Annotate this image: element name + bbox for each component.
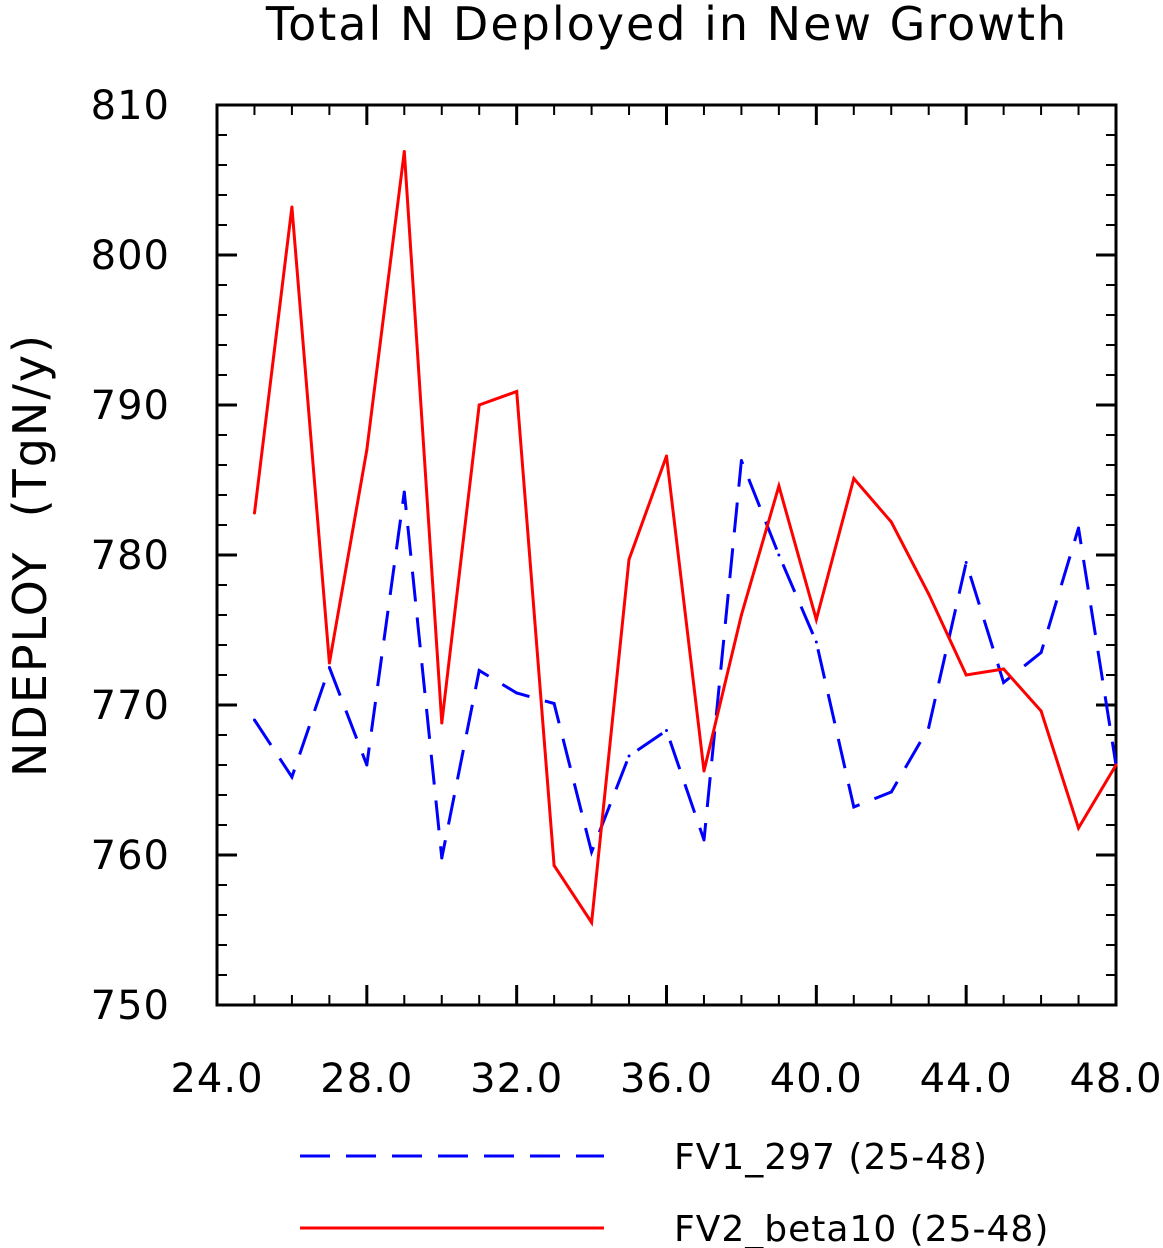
data-point xyxy=(290,205,294,209)
data-point xyxy=(290,775,294,779)
data-point xyxy=(1039,709,1043,713)
y-tick-label: 750 xyxy=(91,983,170,1029)
y-tick-label: 770 xyxy=(91,683,170,729)
y-tick-label: 760 xyxy=(91,833,170,879)
y-axis-label: NDEPLOY (TgN/y) xyxy=(3,333,57,777)
legend-label-2: FV2_beta10 (25-48) xyxy=(674,1209,1049,1248)
data-point xyxy=(889,790,893,794)
data-point xyxy=(814,618,818,621)
data-point xyxy=(252,511,256,515)
data-point xyxy=(477,403,481,407)
x-tick-label: 48.0 xyxy=(1069,1056,1162,1102)
data-point xyxy=(327,666,331,669)
x-tick-label: 32.0 xyxy=(470,1056,563,1102)
chart-title: Total N Deployed in New Growth xyxy=(265,0,1068,51)
x-tick-label: 28.0 xyxy=(320,1056,413,1102)
data-point xyxy=(665,729,668,732)
data-point xyxy=(702,838,706,842)
data-point xyxy=(515,691,519,695)
x-tick-label: 24.0 xyxy=(170,1056,263,1102)
data-point xyxy=(1002,681,1006,684)
data-point xyxy=(927,592,931,596)
data-point xyxy=(327,661,331,665)
plot-frame xyxy=(215,103,1118,1007)
data-point xyxy=(777,484,781,488)
series-line-2 xyxy=(253,151,1118,927)
data-point xyxy=(552,864,556,867)
data-point xyxy=(440,856,444,860)
data-point xyxy=(927,726,931,729)
data-point xyxy=(1077,526,1081,530)
legend-label-1: FV1_297 (25-48) xyxy=(674,1137,988,1178)
data-point xyxy=(665,454,668,458)
data-point xyxy=(964,673,968,677)
data-point xyxy=(402,150,406,153)
data-point xyxy=(964,561,968,564)
data-point xyxy=(1077,826,1081,830)
data-point xyxy=(365,763,369,767)
data-point xyxy=(365,448,369,452)
data-point xyxy=(627,754,631,758)
x-tick-label: 44.0 xyxy=(920,1056,1013,1102)
data-point xyxy=(852,805,856,809)
data-point xyxy=(739,459,743,462)
legend: FV1_297 (25-48) FV2_beta10 (25-48) xyxy=(300,1137,1049,1248)
data-point xyxy=(889,520,893,524)
data-point xyxy=(477,669,481,672)
x-tick-label: 36.0 xyxy=(620,1056,713,1102)
data-point xyxy=(515,390,519,393)
y-tick-label: 780 xyxy=(91,533,170,579)
data-point xyxy=(627,558,631,561)
data-point xyxy=(777,553,781,557)
data-point xyxy=(852,477,856,480)
data-point xyxy=(590,921,594,924)
data-point xyxy=(402,490,406,494)
data-point xyxy=(1114,763,1118,767)
data-point xyxy=(1002,667,1006,671)
y-tick-label: 800 xyxy=(91,233,170,279)
data-point xyxy=(702,769,706,773)
data-point xyxy=(552,702,556,705)
y-tick-label: 810 xyxy=(91,83,170,129)
data-point xyxy=(1039,651,1043,654)
data-point xyxy=(814,640,818,644)
data-point xyxy=(440,721,444,725)
data-point xyxy=(252,718,256,722)
y-tick-label: 790 xyxy=(91,383,170,429)
plot-area: 24.0 28.0 32.0 36.0 40.0 44.0 48.0 750 760 770 780… xyxy=(91,83,1162,1102)
data-point xyxy=(739,613,743,617)
x-tick-label: 40.0 xyxy=(770,1056,863,1102)
series-line-1 xyxy=(253,459,1118,859)
data-point xyxy=(590,850,594,854)
